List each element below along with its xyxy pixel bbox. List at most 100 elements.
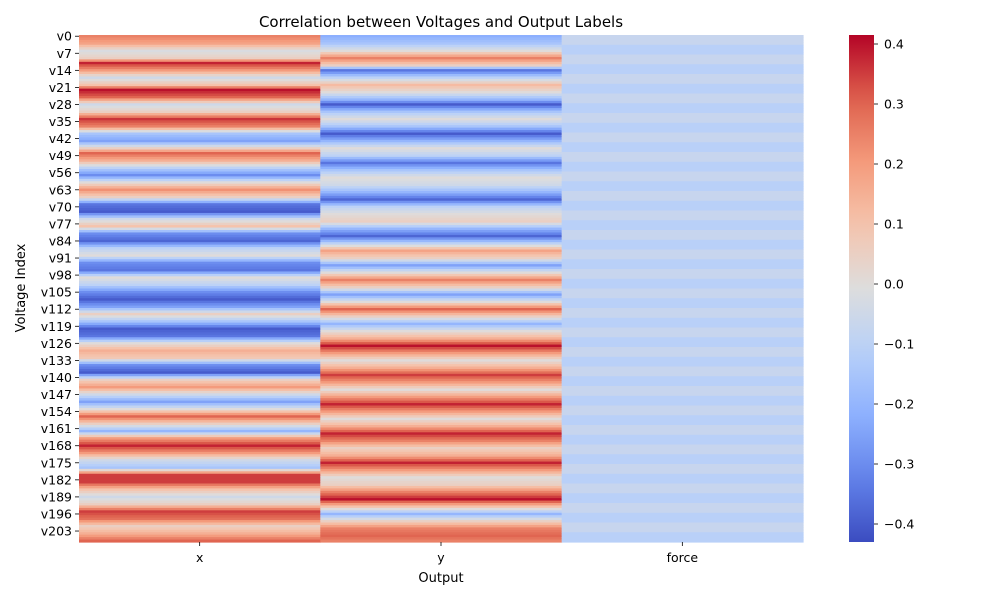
heat-cell xyxy=(320,42,563,46)
heat-cell xyxy=(79,37,321,41)
heat-cell xyxy=(561,366,804,370)
heat-cell xyxy=(79,212,321,216)
heat-cell xyxy=(561,368,804,372)
heat-cell xyxy=(561,468,804,472)
heat-cell xyxy=(320,398,563,402)
heat-cell xyxy=(320,500,563,504)
y-tick-label: v63 xyxy=(49,182,72,197)
heat-cell xyxy=(561,459,804,463)
heat-cell xyxy=(320,181,563,185)
heat-cell xyxy=(561,303,804,307)
heat-cell xyxy=(561,339,804,343)
heat-cell xyxy=(79,186,321,190)
heat-cell xyxy=(79,429,321,433)
heat-cell xyxy=(561,481,804,485)
heat-cell xyxy=(79,76,321,80)
heat-cell xyxy=(561,364,804,368)
heat-cell xyxy=(320,161,563,165)
heat-cell xyxy=(320,113,563,117)
heat-cell xyxy=(561,359,804,363)
heat-cell xyxy=(561,449,804,453)
heat-cell xyxy=(79,152,321,156)
heat-cell xyxy=(79,222,321,226)
heat-cell xyxy=(320,44,563,48)
heat-cell xyxy=(561,64,804,68)
heat-cell xyxy=(79,230,321,234)
heat-cell xyxy=(561,269,804,273)
heat-cell xyxy=(561,510,804,514)
y-tick-label: v161 xyxy=(41,421,72,436)
heat-cell xyxy=(320,373,563,377)
heat-cell xyxy=(320,493,563,497)
heat-cell xyxy=(79,327,321,331)
heat-cell xyxy=(79,512,321,516)
heat-cell xyxy=(320,115,563,119)
heat-cell xyxy=(79,534,321,538)
heat-cell xyxy=(79,383,321,387)
heat-cell xyxy=(561,212,804,216)
heat-cell xyxy=(79,83,321,87)
heat-cell xyxy=(79,166,321,170)
heat-cell xyxy=(320,395,563,399)
heat-cell xyxy=(320,35,563,39)
heat-cell xyxy=(320,105,563,109)
heat-cell xyxy=(79,164,321,168)
heat-cell xyxy=(320,490,563,494)
heat-cell xyxy=(79,125,321,129)
heat-cell xyxy=(79,381,321,385)
heat-cell xyxy=(561,186,804,190)
heat-cell xyxy=(561,47,804,51)
heat-cell xyxy=(320,456,563,460)
heat-cell xyxy=(79,371,321,375)
heat-cell xyxy=(561,247,804,251)
heat-cell xyxy=(561,39,804,43)
heat-cell xyxy=(320,125,563,129)
heat-cell xyxy=(561,427,804,431)
heat-cell xyxy=(79,329,321,333)
heat-cell xyxy=(320,317,563,321)
heat-cell xyxy=(561,176,804,180)
heat-cell xyxy=(79,312,321,316)
colorbar-tick-label: −0.3 xyxy=(884,457,914,472)
heat-cell xyxy=(561,305,804,309)
heat-cell xyxy=(320,117,563,121)
heat-cell xyxy=(320,261,563,265)
heat-cell xyxy=(79,283,321,287)
heat-cell xyxy=(561,498,804,502)
heat-cell xyxy=(79,113,321,117)
y-tick-label: v0 xyxy=(57,29,72,44)
heat-cell xyxy=(561,300,804,304)
heat-cell xyxy=(320,293,563,297)
heat-cell xyxy=(561,393,804,397)
heat-cell xyxy=(320,59,563,63)
heat-cell xyxy=(320,415,563,419)
heat-cell xyxy=(79,281,321,285)
heat-cell xyxy=(79,310,321,314)
y-tick-label: v77 xyxy=(49,216,72,231)
heat-cell xyxy=(561,273,804,277)
heat-cell xyxy=(561,386,804,390)
heat-cell xyxy=(561,100,804,104)
heat-cell xyxy=(561,181,804,185)
heat-cell xyxy=(320,61,563,65)
heat-cell xyxy=(320,191,563,195)
heat-cell xyxy=(561,251,804,255)
heat-cell xyxy=(320,366,563,370)
heat-cell xyxy=(79,378,321,382)
heat-cell xyxy=(320,337,563,341)
heat-cell xyxy=(320,310,563,314)
heat-cell xyxy=(79,64,321,68)
heat-cell xyxy=(561,329,804,333)
heat-cell xyxy=(320,230,563,234)
heat-cell xyxy=(320,254,563,258)
heat-cell xyxy=(561,261,804,265)
heat-cell xyxy=(320,507,563,511)
heat-cell xyxy=(79,524,321,528)
heat-cell xyxy=(320,498,563,502)
heat-cell xyxy=(561,105,804,109)
heat-cell xyxy=(320,205,563,209)
heat-cell xyxy=(561,281,804,285)
heat-cell xyxy=(320,54,563,58)
heat-cell xyxy=(561,276,804,280)
y-tick-label: v42 xyxy=(49,131,72,146)
